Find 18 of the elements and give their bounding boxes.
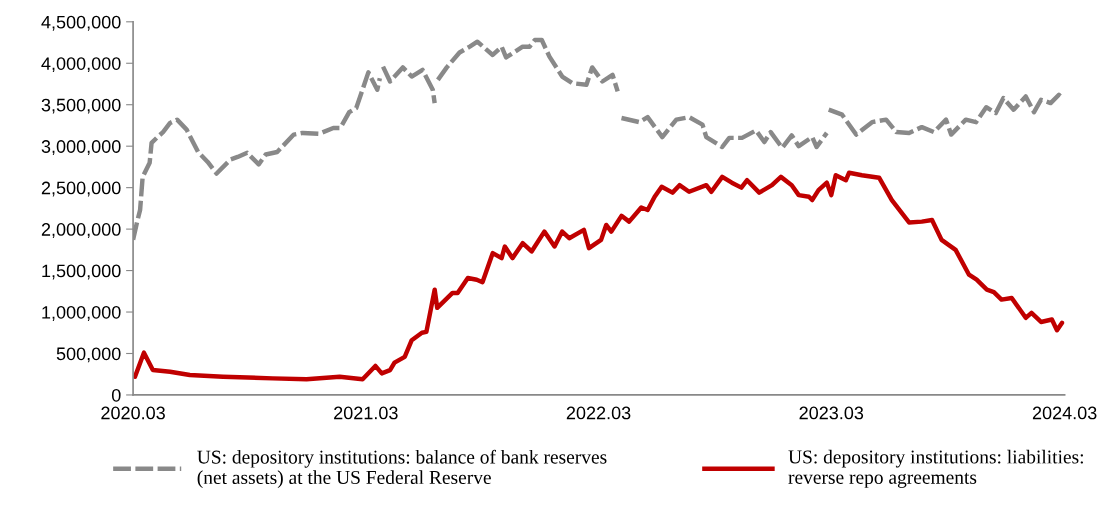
y-tick-label: 3,000,000	[41, 140, 121, 156]
y-tick-label: 0	[111, 388, 121, 402]
y-tick-label: 500,000	[56, 347, 121, 363]
x-tick-label: 2021.03	[334, 406, 398, 420]
y-tick-label: 4,000,000	[41, 57, 121, 73]
line-series	[133, 170, 1065, 382]
x-tick-label: 2024.03	[1032, 406, 1097, 420]
legend-label: US: depository institutions: balance of bank reserves (net assets) at the US Federal Reserve	[197, 449, 607, 488]
y-tick-label: 1,000,000	[42, 305, 121, 321]
y-tick-label: 4,500,000	[41, 15, 121, 31]
y-tick-label: 2,000,000	[41, 223, 121, 238]
y-tick-label: 3,500,000	[41, 98, 121, 114]
y-tick-label: 1,500,000	[42, 264, 121, 280]
x-tick-label: 2023.03	[799, 406, 864, 420]
x-tick-label: 2020.03	[101, 406, 165, 420]
x-tick-label: 2022.03	[566, 406, 631, 420]
legend-label: US: depository institutions: liabilities: reverse repo agreements	[788, 449, 1083, 488]
y-tick-label: 2,500,000	[41, 181, 121, 197]
